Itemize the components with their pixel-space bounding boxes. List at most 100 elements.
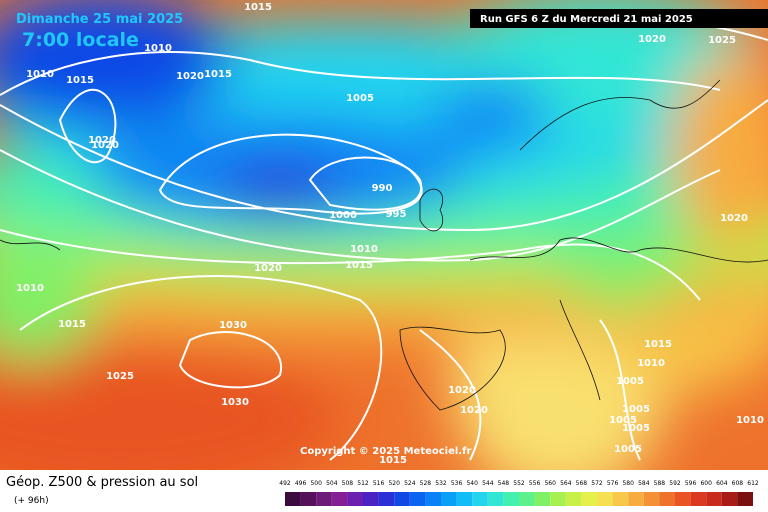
colorbar-swatch — [675, 492, 691, 506]
isobar-label: 1020 — [460, 405, 488, 416]
isobar-label: 1020 — [448, 385, 476, 396]
colorbar-tick-label: 532 — [435, 480, 447, 487]
colorbar-tick-label: 540 — [466, 480, 478, 487]
colorbar-swatch — [331, 492, 348, 506]
colorbar-tick-label: 600 — [700, 480, 712, 487]
colorbar-swatch — [300, 492, 317, 506]
colorbar-swatch — [378, 492, 395, 506]
colorbar-swatch — [503, 492, 519, 506]
colorbar-swatch — [659, 492, 675, 506]
colorbar: 492 496 500 504 508 512 516 520 524 528 532 536 540 5… — [279, 480, 759, 506]
colorbar-swatch — [285, 492, 301, 506]
colorbar-swatch — [721, 492, 738, 506]
colorbar-swatch — [534, 492, 551, 506]
isobar-label: 1020 — [254, 263, 282, 274]
colorbar-tick-label: 576 — [607, 480, 619, 487]
isobar-label: 1030 — [221, 397, 249, 408]
isobar-label: 1005 — [622, 423, 650, 434]
colorbar-swatch — [612, 492, 629, 506]
isobar-label: 995 — [386, 209, 407, 220]
isobar-label: 1015 — [644, 339, 672, 350]
colorbar-swatch — [472, 492, 488, 506]
colorbar-tick-label: 528 — [420, 480, 432, 487]
colorbar-swatch — [456, 492, 473, 506]
isobar-label: 1005 — [616, 376, 644, 387]
copyright: Copyright © 2025 Meteociel.fr — [300, 446, 471, 457]
colorbar-tick-label: 552 — [513, 480, 525, 487]
colorbar-tick-label: 580 — [622, 480, 634, 487]
colorbar-tick-label: 572 — [591, 480, 603, 487]
colorbar-swatch — [597, 492, 613, 506]
colorbar-swatch — [347, 492, 363, 506]
isobar-label: 1010 — [736, 415, 764, 426]
colorbar-tick-label: 548 — [498, 480, 510, 487]
colorbar-swatch — [550, 492, 566, 506]
isobar-label: 1020 — [91, 140, 119, 151]
colorbar-tick-label: 596 — [685, 480, 697, 487]
colorbar-swatch — [425, 492, 441, 506]
isobar-label: 1025 — [106, 371, 134, 382]
isobar-label: 990 — [372, 183, 393, 194]
colorbar-tick-label: 560 — [544, 480, 556, 487]
colorbar-tick-label: 584 — [638, 480, 650, 487]
isobar-label: 1000 — [329, 210, 357, 221]
colorbar-swatch — [690, 492, 707, 506]
colorbar-swatch — [519, 492, 535, 506]
run-box — [470, 9, 768, 28]
field: 1015 1010 1010 1015 1020 1020 1015 1020 1005 1020… — [0, 0, 768, 470]
colorbar-tick-label: 564 — [560, 480, 572, 487]
isobar-label: 1020 — [720, 213, 748, 224]
isobar-label: 1010 — [350, 244, 378, 255]
isobar-label: 1015 — [379, 455, 407, 466]
colorbar-tick-label: 604 — [716, 480, 728, 487]
isobar-label: 1005 — [622, 404, 650, 415]
colorbar-swatch — [565, 492, 582, 506]
isobar-label: 1005 — [346, 93, 374, 104]
colorbar-tick-label: 588 — [654, 480, 666, 487]
isobar-label: 1015 — [204, 69, 232, 80]
valid-time: 7:00 locale — [22, 29, 139, 51]
isobar-label: 1015 — [66, 75, 94, 86]
colorbar-tick-label: 520 — [388, 480, 400, 487]
colorbar-tick-label: 500 — [310, 480, 322, 487]
colorbar-swatch — [706, 492, 722, 506]
colorbar-swatch — [394, 492, 410, 506]
run-info: Run GFS 6 Z du Mercredi 21 mai 2025 — [480, 14, 693, 25]
colorbar-tick-label: 608 — [732, 480, 744, 487]
colorbar-tick-label: 568 — [576, 480, 588, 487]
colorbar-tick-label: 512 — [357, 480, 369, 487]
isobar-label: 1025 — [708, 35, 736, 46]
colorbar-tick-label: 496 — [295, 480, 307, 487]
colorbar-swatch — [643, 492, 660, 506]
colorbar-tick-label: 504 — [326, 480, 338, 487]
colorbar-tick-label: 524 — [404, 480, 416, 487]
footer-title: Géop. Z500 & pression au sol — [6, 475, 198, 490]
colorbar-swatch — [441, 492, 457, 506]
colorbar-swatch — [581, 492, 597, 506]
isobar-label: 1010 — [16, 283, 44, 294]
colorbar-swatch — [363, 492, 379, 506]
colorbar-tick-label: 556 — [529, 480, 541, 487]
isobar-label: 1010 — [26, 69, 54, 80]
isobar-label: 1015 — [345, 260, 373, 271]
isobar-label: 1005 — [609, 415, 637, 426]
colorbar-swatch — [316, 492, 332, 506]
colorbar-tick-label: 508 — [342, 480, 354, 487]
valid-date: Dimanche 25 mai 2025 — [16, 12, 183, 27]
colorbar-tick-label: 516 — [373, 480, 385, 487]
isobar-label: 1010 — [144, 43, 172, 54]
colorbar-tick-label: 612 — [747, 480, 759, 487]
isobar-label: 1010 — [637, 358, 665, 369]
coastlines — [0, 79, 768, 411]
colorbar-tick-label: 544 — [482, 480, 494, 487]
colorbar-tick-label: 536 — [451, 480, 463, 487]
colorbar-swatch — [487, 492, 504, 506]
colorbar-tick-label: 492 — [279, 480, 291, 487]
footer-lead: (+ 96h) — [14, 496, 49, 506]
colorbar-swatch — [628, 492, 644, 506]
isobar-label: 1030 — [219, 320, 247, 331]
isobar-labels: 1015 1010 1010 1015 1020 1020 1015 1020 1005 1020… — [16, 2, 764, 466]
isobar-label: 1015 — [58, 319, 86, 330]
